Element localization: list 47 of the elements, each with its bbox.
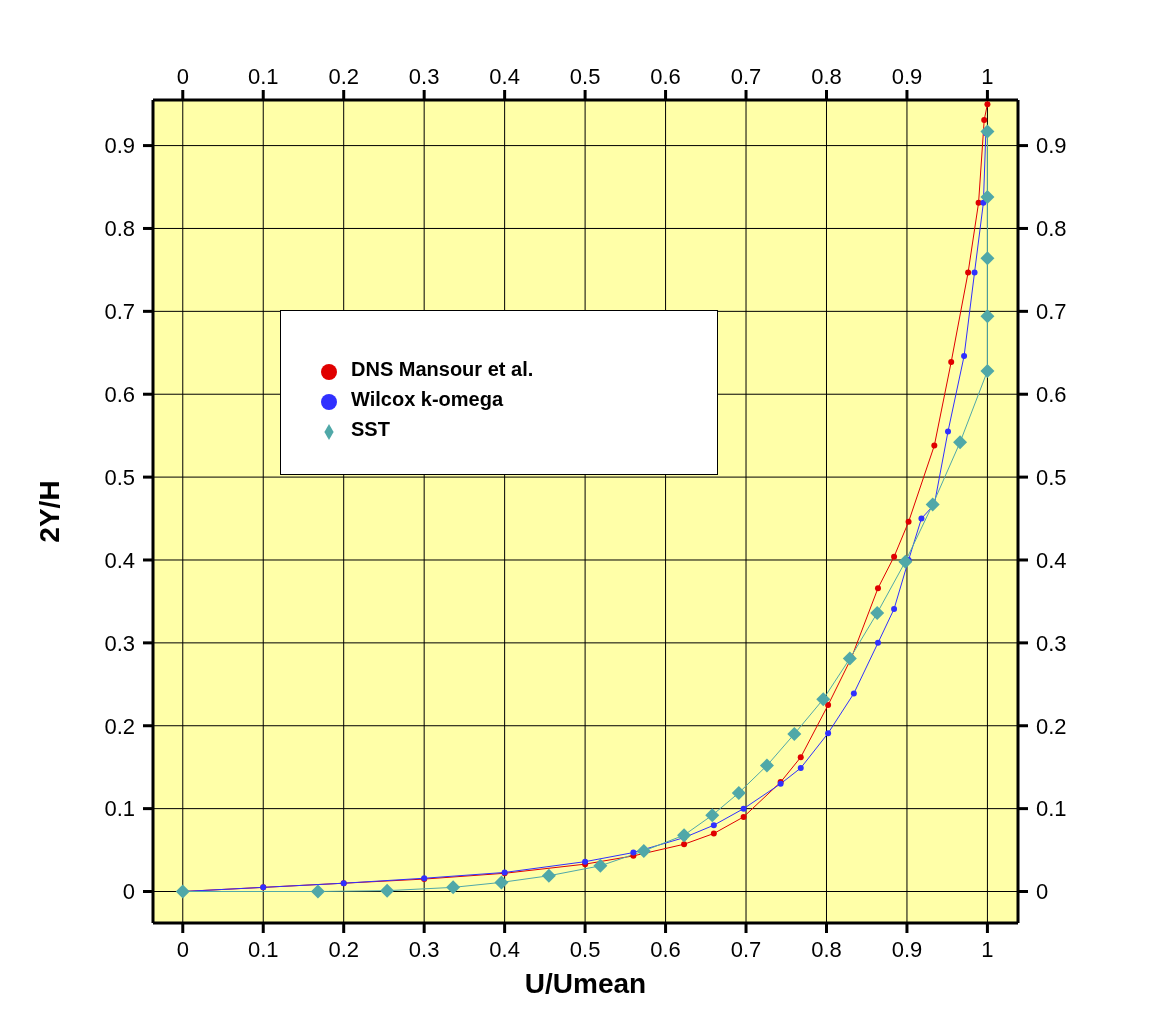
y-tick-label: 0.1 [104, 796, 135, 822]
x-tick-label: 1 [981, 64, 994, 89]
y-tick-label: 0.9 [104, 133, 135, 159]
x-tick-label: 0.5 [569, 64, 601, 89]
y2-tick-label: 0.1 [1036, 796, 1067, 822]
x2-tick-label: 0.8 [811, 936, 842, 962]
x-tick-label: 0.7 [730, 64, 762, 89]
y2-tick-label: 0.4 [1036, 547, 1067, 573]
x2-tick-label: 0.4 [489, 936, 520, 962]
x2-tick-label: 0 [176, 936, 189, 962]
y2-tick-label: 0.6 [1036, 382, 1067, 408]
y2-tick-label: 0.2 [1036, 713, 1067, 739]
x2-tick-label: 0.1 [247, 936, 279, 962]
x-tick-label: 0.3 [408, 64, 440, 89]
y-tick-label: 0.7 [104, 299, 135, 325]
x-tick-label: 0.1 [247, 64, 279, 89]
x-tick-label: 0.8 [811, 64, 842, 89]
y-tick-label: 0.6 [104, 382, 135, 408]
x-tick-label: 0.6 [650, 64, 681, 89]
y2-tick-label: 0.7 [1036, 299, 1067, 325]
x2-tick-label: 0.5 [569, 936, 601, 962]
legend-label: SST [351, 418, 390, 440]
y2-tick-label: 0.3 [1036, 630, 1067, 656]
legend-label: Wilcox k-omega [351, 388, 504, 410]
x2-tick-label: 0.9 [891, 936, 923, 962]
x-tick-label: 0.9 [891, 64, 923, 89]
x2-tick-label: 1 [981, 936, 994, 962]
legend-label: DNS Mansour et al. [351, 358, 534, 380]
y2-tick-label: 0.9 [1036, 133, 1067, 159]
y2-tick-label: 0 [1036, 879, 1049, 905]
y-tick-label: 0.2 [104, 713, 135, 739]
y-tick-label: 0.5 [104, 464, 135, 490]
x2-tick-label: 0.7 [730, 936, 762, 962]
x-tick-label: 0.4 [489, 64, 520, 89]
y-tick-label: 0 [122, 879, 135, 905]
x2-tick-label: 0.6 [650, 936, 681, 962]
x-tick-label: 0 [176, 64, 189, 89]
x2-tick-label: 0.2 [328, 936, 359, 962]
y-axis-title: 2Y/H [33, 480, 65, 543]
y-tick-label: 0.3 [104, 630, 135, 656]
y2-tick-label: 0.5 [1036, 464, 1067, 490]
x-axis-title: U/Umean [524, 968, 647, 999]
y-tick-label: 0.8 [104, 216, 135, 242]
x-tick-label: 0.2 [328, 64, 359, 89]
y-tick-label: 0.4 [104, 547, 135, 573]
x2-tick-label: 0.3 [408, 936, 440, 962]
y2-tick-label: 0.8 [1036, 216, 1067, 242]
